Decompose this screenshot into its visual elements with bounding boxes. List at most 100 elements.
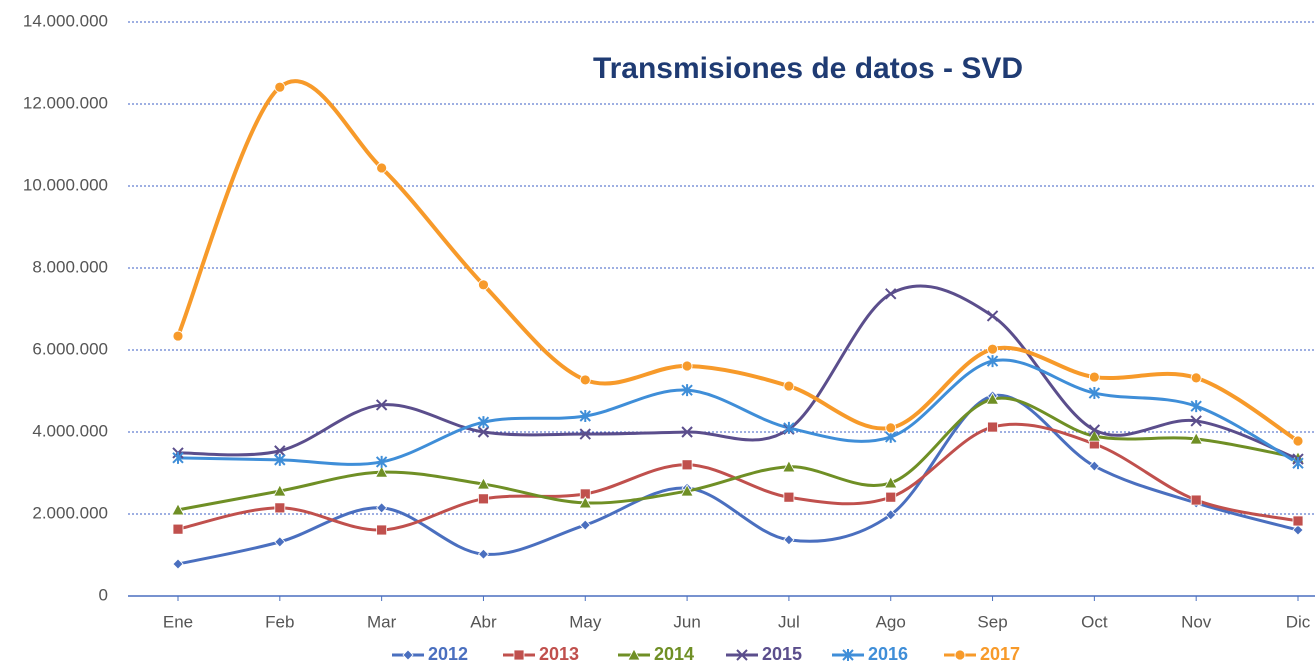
marker: [274, 445, 286, 457]
marker: [884, 476, 898, 489]
series-line: [177, 284, 1299, 461]
x-tick-label: Oct: [1081, 612, 1108, 631]
marker: [274, 453, 286, 466]
marker: [376, 162, 388, 174]
marker: [478, 279, 489, 291]
y-tick-label: 12.000.000: [23, 93, 108, 112]
legend-label: 2016: [868, 644, 908, 664]
marker: [172, 523, 184, 535]
marker: [477, 426, 490, 438]
series-line: [177, 422, 1299, 532]
marker: [172, 558, 184, 570]
marker: [885, 491, 897, 503]
marker: [172, 330, 184, 342]
legend-item: 2017: [944, 644, 1020, 664]
marker: [171, 503, 185, 516]
marker: [987, 421, 998, 433]
x-tick-label: Jun: [673, 612, 700, 631]
series-line: [176, 79, 1300, 443]
legend-label: 2013: [539, 644, 579, 664]
legend-item: 2013: [503, 644, 579, 664]
x-tick-label: Feb: [265, 612, 294, 631]
marker: [681, 459, 693, 471]
x-tick-label: Ago: [876, 612, 906, 631]
marker: [579, 428, 591, 440]
marker: [374, 465, 389, 478]
marker: [885, 422, 897, 434]
marker: [274, 536, 286, 548]
x-tick-label: Nov: [1181, 612, 1212, 631]
marker: [680, 484, 694, 497]
marker: [987, 343, 998, 355]
marker: [885, 509, 897, 521]
marker: [273, 484, 287, 497]
legend-label: 2017: [980, 644, 1020, 664]
legend-label: 2012: [428, 644, 468, 664]
legend-item: 2012: [392, 644, 468, 664]
series-line: [177, 358, 1299, 466]
marker: [681, 360, 693, 372]
marker: [1087, 429, 1102, 442]
legend-label: 2015: [762, 644, 802, 664]
marker: [375, 455, 388, 468]
y-tick-label: 4.000.000: [32, 421, 108, 440]
marker: [376, 524, 388, 536]
y-tick-label: 14.000.000: [23, 11, 108, 30]
legend-item: 2014: [618, 644, 694, 664]
marker: [1292, 435, 1304, 447]
legend-label: 2014: [654, 644, 694, 664]
marker: [736, 649, 748, 661]
marker: [1292, 515, 1304, 527]
legend-item: 2015: [726, 644, 802, 664]
marker: [885, 288, 897, 300]
marker: [274, 81, 286, 93]
marker: [274, 502, 286, 514]
marker: [376, 502, 388, 514]
marker: [477, 416, 490, 429]
marker: [1190, 415, 1202, 427]
marker: [1190, 372, 1202, 384]
marker: [1292, 524, 1304, 536]
marker: [681, 426, 693, 438]
marker: [375, 399, 388, 411]
marker: [783, 421, 795, 434]
marker: [513, 649, 525, 661]
chart-title: Transmisiones de datos - SVD: [593, 52, 1023, 85]
marker: [783, 380, 795, 392]
marker: [783, 534, 795, 546]
marker: [476, 477, 491, 490]
marker: [1292, 457, 1304, 470]
marker: [172, 451, 184, 464]
y-tick-label: 2.000.000: [32, 503, 108, 522]
marker: [1189, 432, 1203, 445]
marker: [986, 310, 999, 322]
marker: [783, 491, 795, 503]
x-tick-label: Dic: [1286, 612, 1311, 631]
marker: [1088, 424, 1101, 436]
x-tick-label: Ene: [163, 612, 193, 631]
marker: [627, 648, 641, 661]
x-tick-label: Sep: [977, 612, 1007, 631]
marker: [954, 649, 966, 661]
marker: [986, 355, 999, 368]
marker: [402, 649, 414, 661]
x-tick-label: Mar: [367, 612, 397, 631]
series-line: [177, 396, 1299, 512]
marker: [1088, 460, 1100, 472]
x-tick-label: Jul: [778, 612, 800, 631]
marker: [579, 374, 591, 386]
marker: [1190, 400, 1202, 413]
y-tick-label: 6.000.000: [32, 339, 108, 358]
marker: [579, 410, 591, 423]
x-tick-label: May: [569, 612, 602, 631]
marker: [478, 493, 489, 505]
y-tick-label: 10.000.000: [23, 175, 108, 194]
marker: [782, 460, 796, 473]
marker: [477, 548, 490, 560]
marker: [1190, 494, 1202, 506]
marker: [842, 649, 854, 661]
marker: [579, 519, 591, 531]
marker: [578, 496, 592, 509]
marker: [681, 384, 693, 397]
